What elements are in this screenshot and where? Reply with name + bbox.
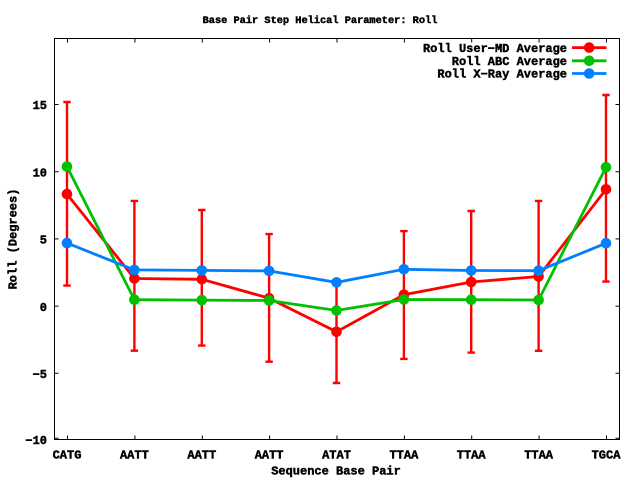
svg-text:TTAA: TTAA bbox=[457, 449, 487, 463]
svg-text:TTAA: TTAA bbox=[524, 449, 554, 463]
svg-text:AATT: AATT bbox=[187, 449, 216, 463]
svg-text:Roll X−Ray Average: Roll X−Ray Average bbox=[437, 68, 567, 82]
svg-text:AATT: AATT bbox=[255, 449, 284, 463]
svg-text:Base Pair Step Helical Paramet: Base Pair Step Helical Parameter: Roll bbox=[203, 15, 438, 27]
svg-text:15: 15 bbox=[33, 99, 47, 113]
svg-text:10: 10 bbox=[33, 166, 47, 180]
svg-text:TGCA: TGCA bbox=[592, 449, 622, 463]
svg-text:Roll (Degrees): Roll (Degrees) bbox=[7, 189, 21, 290]
svg-text:Roll ABC Average: Roll ABC Average bbox=[452, 55, 567, 69]
svg-text:−10: −10 bbox=[25, 434, 47, 448]
svg-text:TTAA: TTAA bbox=[389, 449, 419, 463]
svg-text:AATT: AATT bbox=[120, 449, 149, 463]
svg-text:−5: −5 bbox=[33, 368, 47, 382]
svg-text:Sequence Base Pair: Sequence Base Pair bbox=[271, 465, 401, 479]
svg-text:Roll User−MD Average: Roll User−MD Average bbox=[423, 42, 567, 56]
svg-text:ATAT: ATAT bbox=[322, 449, 351, 463]
svg-text:0: 0 bbox=[40, 301, 47, 315]
svg-text:CATG: CATG bbox=[53, 449, 82, 463]
svg-text:5: 5 bbox=[40, 234, 47, 248]
